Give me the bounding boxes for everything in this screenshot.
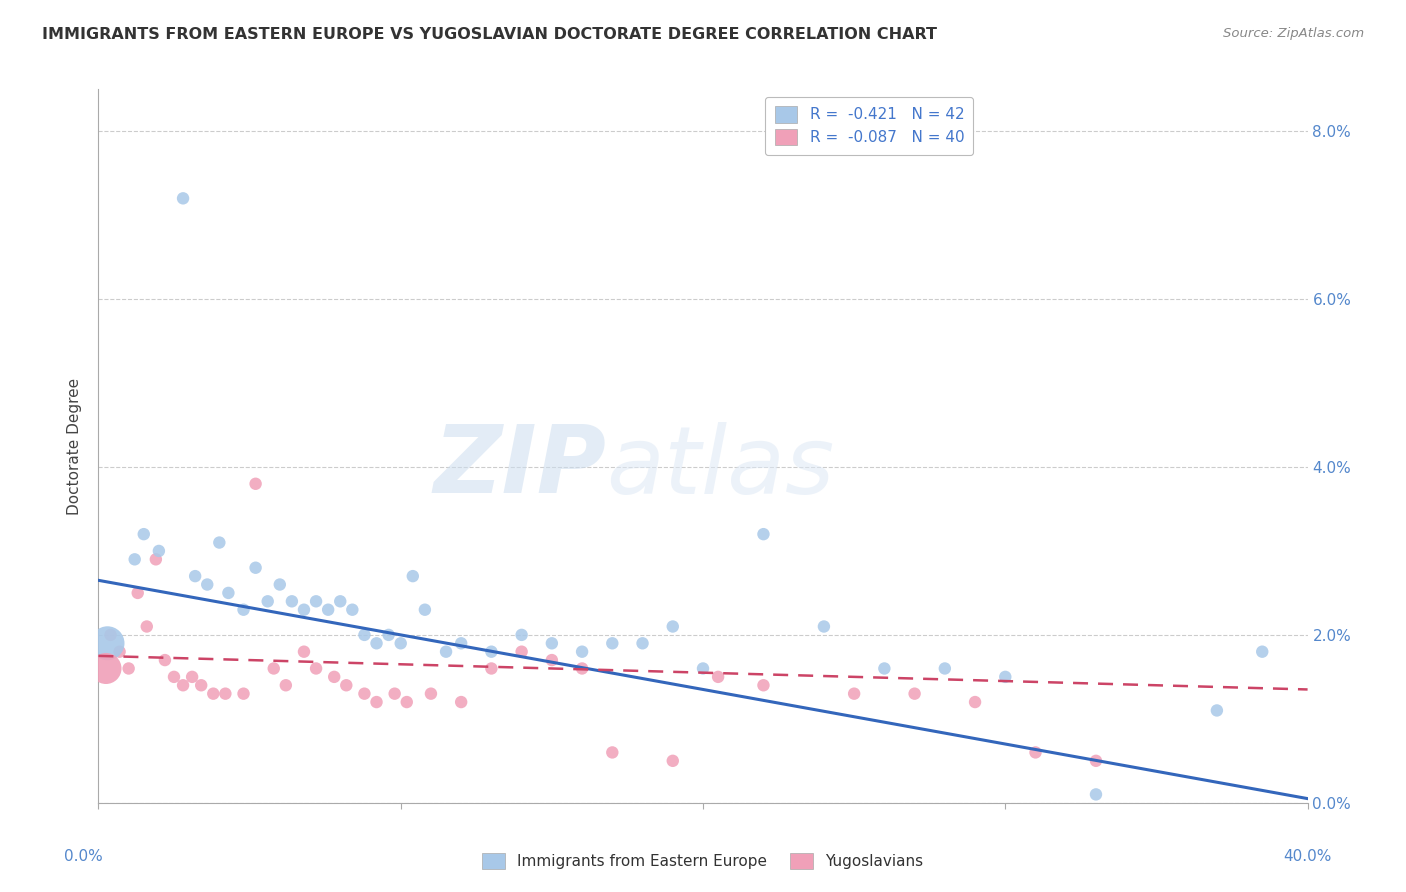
- Point: [172, 191, 194, 205]
- Point: [353, 628, 375, 642]
- Point: [1085, 754, 1108, 768]
- Point: [384, 687, 406, 701]
- Point: [402, 569, 425, 583]
- Point: [263, 661, 285, 675]
- Point: [145, 552, 167, 566]
- Point: [190, 678, 212, 692]
- Point: [366, 636, 388, 650]
- Point: [662, 754, 685, 768]
- Point: [377, 628, 399, 642]
- Point: [510, 628, 533, 642]
- Point: [163, 670, 186, 684]
- Point: [413, 603, 436, 617]
- Point: [208, 535, 231, 549]
- Point: [335, 678, 357, 692]
- Point: [292, 645, 315, 659]
- Point: [342, 603, 364, 617]
- Point: [305, 661, 328, 675]
- Point: [813, 619, 835, 633]
- Text: 40.0%: 40.0%: [1284, 849, 1331, 864]
- Point: [245, 476, 267, 491]
- Point: [217, 586, 239, 600]
- Point: [135, 619, 157, 633]
- Point: [94, 661, 117, 675]
- Point: [450, 695, 472, 709]
- Point: [127, 586, 149, 600]
- Point: [389, 636, 412, 650]
- Text: ZIP: ZIP: [433, 421, 606, 514]
- Point: [481, 645, 503, 659]
- Point: [274, 678, 297, 692]
- Point: [118, 661, 141, 675]
- Point: [707, 670, 730, 684]
- Point: [148, 544, 170, 558]
- Point: [305, 594, 328, 608]
- Point: [96, 636, 118, 650]
- Text: Source: ZipAtlas.com: Source: ZipAtlas.com: [1223, 27, 1364, 40]
- Text: 0.0%: 0.0%: [63, 849, 103, 864]
- Point: [214, 687, 236, 701]
- Point: [692, 661, 714, 675]
- Point: [232, 603, 254, 617]
- Point: [108, 645, 131, 659]
- Point: [844, 687, 866, 701]
- Point: [316, 603, 339, 617]
- Text: atlas: atlas: [606, 422, 835, 513]
- Point: [1206, 703, 1229, 717]
- Point: [873, 661, 896, 675]
- Point: [662, 619, 685, 633]
- Point: [366, 695, 388, 709]
- Point: [994, 670, 1017, 684]
- Point: [571, 645, 593, 659]
- Point: [281, 594, 304, 608]
- Point: [602, 746, 624, 760]
- Point: [256, 594, 278, 608]
- Point: [450, 636, 472, 650]
- Text: IMMIGRANTS FROM EASTERN EUROPE VS YUGOSLAVIAN DOCTORATE DEGREE CORRELATION CHART: IMMIGRANTS FROM EASTERN EUROPE VS YUGOSL…: [42, 27, 938, 42]
- Point: [602, 636, 624, 650]
- Point: [1024, 746, 1046, 760]
- Point: [965, 695, 987, 709]
- Point: [434, 645, 457, 659]
- Point: [269, 577, 291, 591]
- Point: [1251, 645, 1274, 659]
- Point: [934, 661, 956, 675]
- Point: [100, 628, 122, 642]
- Point: [292, 603, 315, 617]
- Point: [184, 569, 207, 583]
- Point: [232, 687, 254, 701]
- Y-axis label: Doctorate Degree: Doctorate Degree: [67, 377, 83, 515]
- Point: [153, 653, 176, 667]
- Point: [124, 552, 146, 566]
- Point: [195, 577, 218, 591]
- Point: [541, 636, 564, 650]
- Point: [329, 594, 352, 608]
- Point: [395, 695, 418, 709]
- Legend: R =  -0.421   N = 42, R =  -0.087   N = 40: R = -0.421 N = 42, R = -0.087 N = 40: [765, 97, 973, 154]
- Point: [510, 645, 533, 659]
- Point: [481, 661, 503, 675]
- Point: [245, 560, 267, 574]
- Point: [172, 678, 194, 692]
- Point: [904, 687, 927, 701]
- Legend: Immigrants from Eastern Europe, Yugoslavians: Immigrants from Eastern Europe, Yugoslav…: [477, 847, 929, 875]
- Point: [571, 661, 593, 675]
- Point: [420, 687, 443, 701]
- Point: [1085, 788, 1108, 802]
- Point: [181, 670, 204, 684]
- Point: [323, 670, 346, 684]
- Point: [202, 687, 225, 701]
- Point: [752, 527, 775, 541]
- Point: [631, 636, 654, 650]
- Point: [132, 527, 155, 541]
- Point: [752, 678, 775, 692]
- Point: [353, 687, 375, 701]
- Point: [541, 653, 564, 667]
